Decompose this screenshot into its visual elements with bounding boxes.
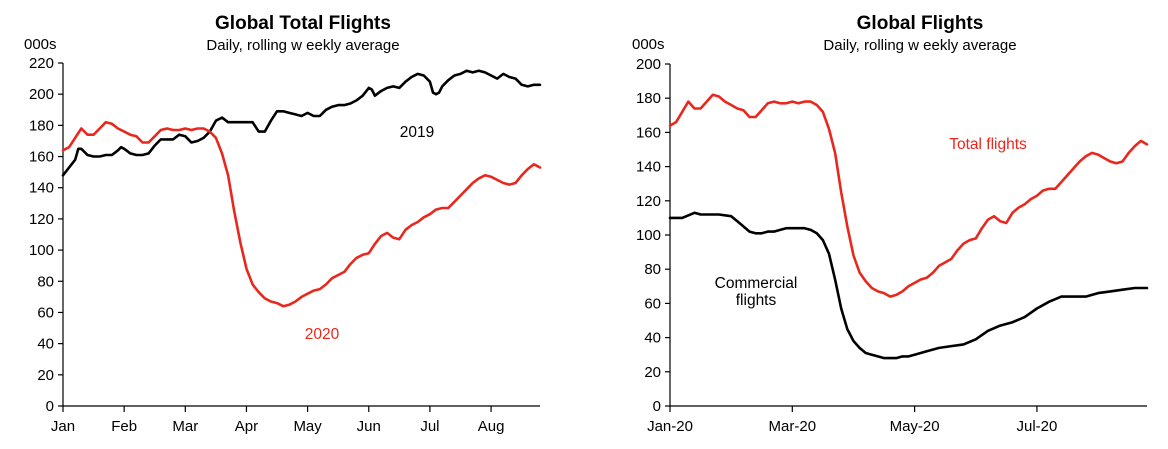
series-lines — [61, 69, 542, 308]
y-tick-label: 160 — [636, 124, 661, 141]
x-tick-label: Aug — [478, 418, 505, 435]
y-tick-label: 20 — [644, 364, 661, 381]
axes: 0 20 40 60 80 100 120 140 160 180 200 220 Jan Feb Mar A… — [29, 55, 540, 435]
y-tick-label: 80 — [37, 273, 54, 290]
series-label-2019: 2019 — [400, 124, 434, 141]
x-tick-label: Jul-20 — [1016, 418, 1057, 435]
y-tick-label: 200 — [636, 56, 661, 73]
series-label-flights: flights — [736, 292, 777, 309]
x-tick-label: May-20 — [890, 418, 940, 435]
series-label-2020: 2020 — [305, 326, 340, 343]
x-tick-label: Jun — [357, 418, 381, 435]
y-tick-label: 120 — [29, 211, 54, 228]
y-tick-label: 60 — [644, 295, 661, 312]
y-tick-label: 200 — [29, 86, 54, 103]
global-flights-chart: Global Flights Daily, rolling w eekly av… — [632, 13, 1149, 435]
y-tick-label: 40 — [37, 336, 54, 353]
series-line-total-flights — [668, 93, 1149, 298]
series-label-total-flights: Total flights — [949, 136, 1027, 153]
unit-label: 000s — [632, 36, 665, 53]
y-tick-label: 220 — [29, 55, 54, 72]
y-tick-label: 0 — [653, 398, 661, 415]
y-tick-label: 140 — [636, 159, 661, 176]
x-tick-label: Jul — [420, 418, 439, 435]
x-tick-label: Mar-20 — [769, 418, 817, 435]
y-tick-label: 180 — [636, 90, 661, 107]
x-tick-label: Feb — [111, 418, 137, 435]
global-total-flights-chart: Global Total Flights Daily, rolling w ee… — [24, 13, 542, 435]
chart-subtitle: Daily, rolling w eekly average — [206, 37, 399, 54]
y-tick-label: 60 — [37, 304, 54, 321]
chart-title: Global Flights — [857, 13, 984, 34]
y-tick-label: 40 — [644, 330, 661, 347]
x-tick-label: May — [293, 418, 322, 435]
series-line-commercial-flights — [668, 211, 1149, 360]
series-line-2019 — [61, 69, 542, 177]
series-lines — [668, 93, 1149, 360]
x-tick-label: Jan — [51, 418, 75, 435]
y-tick-label: 180 — [29, 117, 54, 134]
x-tick-label: Mar — [172, 418, 198, 435]
y-tick-label: 160 — [29, 149, 54, 166]
series-line-2020 — [61, 120, 542, 308]
y-tick-label: 100 — [29, 242, 54, 259]
y-tick-label: 20 — [37, 367, 54, 384]
chart-subtitle: Daily, rolling w eekly average — [823, 37, 1016, 54]
unit-label: 000s — [24, 36, 57, 53]
chart-title: Global Total Flights — [215, 13, 391, 34]
y-tick-label: 140 — [29, 180, 54, 197]
x-tick-label: Jan-20 — [647, 418, 693, 435]
y-tick-label: 100 — [636, 227, 661, 244]
y-tick-label: 120 — [636, 193, 661, 210]
axes: 0 20 40 60 80 100 120 140 160 180 200 Jan-20 Mar-20 M… — [636, 56, 1147, 435]
series-label-commercial: Commercial — [715, 275, 798, 292]
y-tick-label: 0 — [46, 398, 54, 415]
x-tick-label: Apr — [235, 418, 258, 435]
y-tick-label: 80 — [644, 261, 661, 278]
